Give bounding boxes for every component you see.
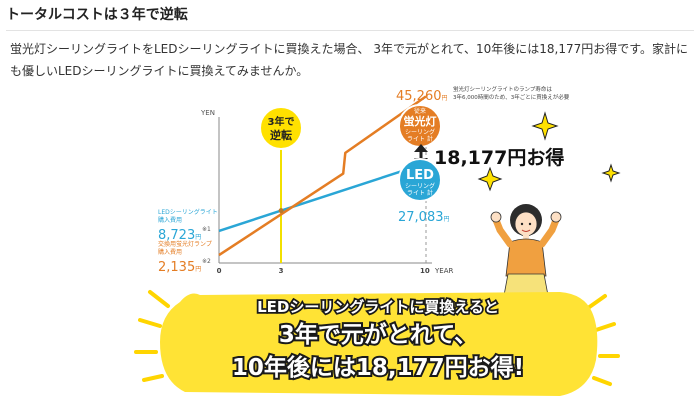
banner-ray bbox=[594, 322, 616, 332]
difference-arrow-up bbox=[414, 144, 428, 152]
fl-start-note: ※2 bbox=[202, 258, 211, 265]
fl-badge-line4: ライト 計 bbox=[407, 135, 433, 143]
crossover-label-line1: 3年で bbox=[268, 115, 295, 128]
crossover-badge bbox=[259, 106, 303, 150]
section-heading: トータルコストは３年で逆転 bbox=[6, 4, 694, 31]
sparkle-icon bbox=[601, 163, 621, 183]
led-badge-line3: ライト 計 bbox=[407, 189, 433, 197]
banner-ray bbox=[142, 374, 164, 382]
sparkle-icon bbox=[477, 166, 503, 192]
led-badge-line1: LED bbox=[406, 168, 434, 183]
fl-badge-line3: シーリング bbox=[405, 128, 435, 136]
x-tick-10: 10 bbox=[420, 267, 430, 275]
y-axis-unit: YEN bbox=[200, 109, 215, 117]
banner-rays bbox=[134, 290, 620, 386]
annotation-line1: 蛍光灯シーリングライトのランプ寿命は bbox=[453, 85, 552, 93]
fluorescent-series-line bbox=[218, 95, 427, 257]
intro-paragraph: 蛍光灯シーリングライトをLEDシーリングライトに買換えた場合、 3年で元がとれて… bbox=[10, 42, 689, 78]
x-tick-3: 3 bbox=[279, 267, 284, 275]
led-badge-line2: シーリング bbox=[405, 182, 435, 190]
led-start-label-line2: 購入費用 bbox=[158, 216, 182, 224]
led-start-note: ※1 bbox=[202, 226, 211, 233]
banner-ray bbox=[592, 376, 612, 386]
led-series-line bbox=[218, 162, 427, 233]
fl-badge-line1: 従来 bbox=[414, 107, 426, 115]
banner-line3: 10年後には18,177円お得! bbox=[232, 354, 524, 381]
cost-comparison-chart: YEN 0 3 10 YEAR 3年で 逆転 LEDシーリングライト 購入費用 … bbox=[134, 85, 621, 396]
led-start-label-line1: LEDシーリングライト bbox=[158, 208, 218, 216]
x-tick-0: 0 bbox=[217, 267, 222, 275]
x-axis-unit: YEAR bbox=[434, 267, 453, 275]
fl-badge-line2: 蛍光灯 bbox=[404, 114, 437, 128]
sparkle-icon bbox=[531, 111, 559, 141]
banner-line2: 3年で元がとれて、 bbox=[279, 321, 477, 348]
crossover-point bbox=[278, 208, 284, 214]
led-badge bbox=[398, 158, 442, 202]
led-start-value: 8,723円 bbox=[158, 228, 201, 243]
crossover-label-line2: 逆転 bbox=[270, 128, 292, 142]
annotation-line2: 3年6,000時間のため、3年ごとに買換えが必要 bbox=[453, 93, 570, 101]
fl-start-label-line1: 交換用蛍光灯ランプ bbox=[158, 240, 212, 248]
banner-ray bbox=[138, 318, 162, 328]
banner-ray bbox=[586, 294, 607, 310]
banner-line1: LEDシーリングライトに買換えると bbox=[257, 298, 499, 316]
fl-start-value: 2,135円 bbox=[158, 260, 201, 275]
banner-ray bbox=[148, 290, 170, 308]
led-end-value: 27,083円 bbox=[398, 210, 450, 225]
fl-start-label-line2: 購入費用 bbox=[158, 248, 182, 256]
difference-label: 18,177円お得 bbox=[434, 146, 564, 169]
summary-banner bbox=[160, 292, 598, 396]
fl-end-value: 45,260円 bbox=[396, 89, 448, 104]
